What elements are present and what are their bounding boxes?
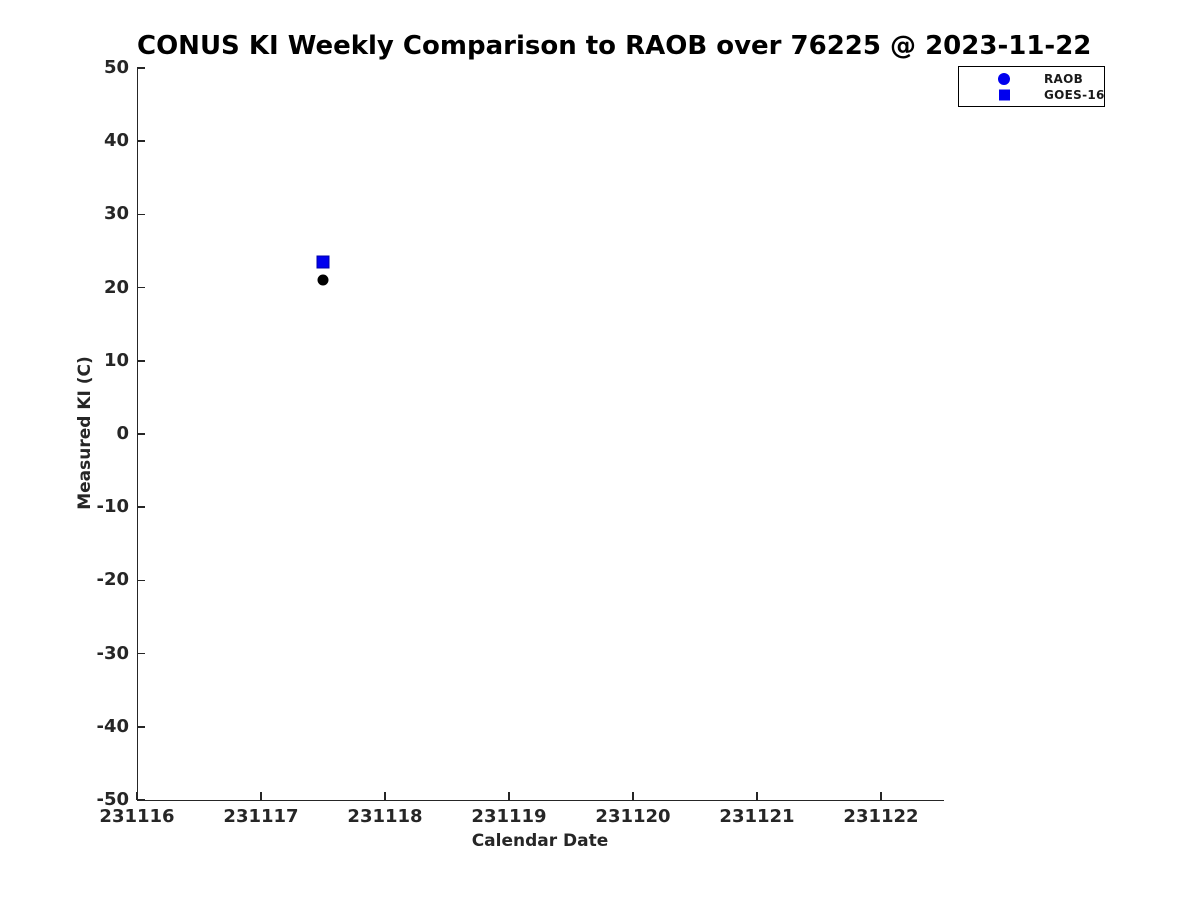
legend-item-goes16: GOES-16	[959, 87, 1104, 103]
y-tick-mark	[137, 360, 145, 362]
y-tick-label: 10	[103, 349, 129, 371]
y-tick-label: 0	[116, 423, 129, 444]
y-tick-label: -50	[96, 789, 129, 810]
x-tick-mark	[508, 792, 510, 800]
raob-circle-marker-icon	[998, 73, 1010, 85]
y-tick-mark	[137, 799, 145, 801]
y-tick-label: 40	[103, 130, 129, 152]
goes16-square-marker-icon	[999, 89, 1010, 101]
y-tick-label: -40	[96, 715, 129, 737]
x-tick-mark	[632, 792, 634, 800]
y-tick-mark	[137, 726, 145, 728]
x-tick-mark	[136, 792, 138, 800]
y-tick-label: 50	[103, 57, 129, 78]
y-tick-label: 20	[103, 276, 129, 298]
y-tick-mark	[137, 213, 145, 216]
y-tick-label: -20	[96, 569, 129, 591]
raob-data-point	[317, 274, 329, 286]
legend: RAOB GOES-16	[958, 66, 1105, 107]
x-tick-label: 231118	[347, 806, 423, 827]
x-tick-mark	[756, 792, 758, 800]
x-axis-label: Calendar Date	[471, 831, 609, 851]
x-tick-mark	[880, 792, 882, 800]
legend-item-raob: RAOB	[959, 71, 1104, 87]
y-tick-label: -30	[96, 642, 129, 664]
legend-label-goes16: GOES-16	[1044, 88, 1105, 102]
x-tick-label: 231116	[99, 806, 175, 827]
goes-16-data-point	[316, 255, 330, 269]
legend-label-raob: RAOB	[1044, 72, 1084, 86]
x-tick-label: 231122	[843, 806, 919, 827]
x-tick-label: 231120	[595, 806, 671, 827]
y-tick-mark	[137, 140, 145, 142]
y-tick-mark	[137, 433, 145, 435]
x-tick-label: 231117	[223, 806, 299, 827]
y-tick-label: 30	[103, 203, 129, 225]
x-tick-label: 231121	[719, 806, 795, 827]
x-tick-label: 231119	[471, 806, 547, 827]
y-tick-mark	[137, 652, 145, 655]
x-tick-mark	[384, 792, 386, 800]
x-tick-mark	[260, 792, 262, 800]
y-tick-mark	[137, 67, 145, 69]
y-tick-mark	[137, 506, 145, 508]
y-tick-mark	[137, 579, 145, 582]
y-tick-mark	[137, 286, 145, 289]
chart-title: CONUS KI Weekly Comparison to RAOB over …	[137, 31, 1092, 61]
plot-area	[137, 68, 944, 801]
y-tick-label: -10	[96, 496, 129, 518]
